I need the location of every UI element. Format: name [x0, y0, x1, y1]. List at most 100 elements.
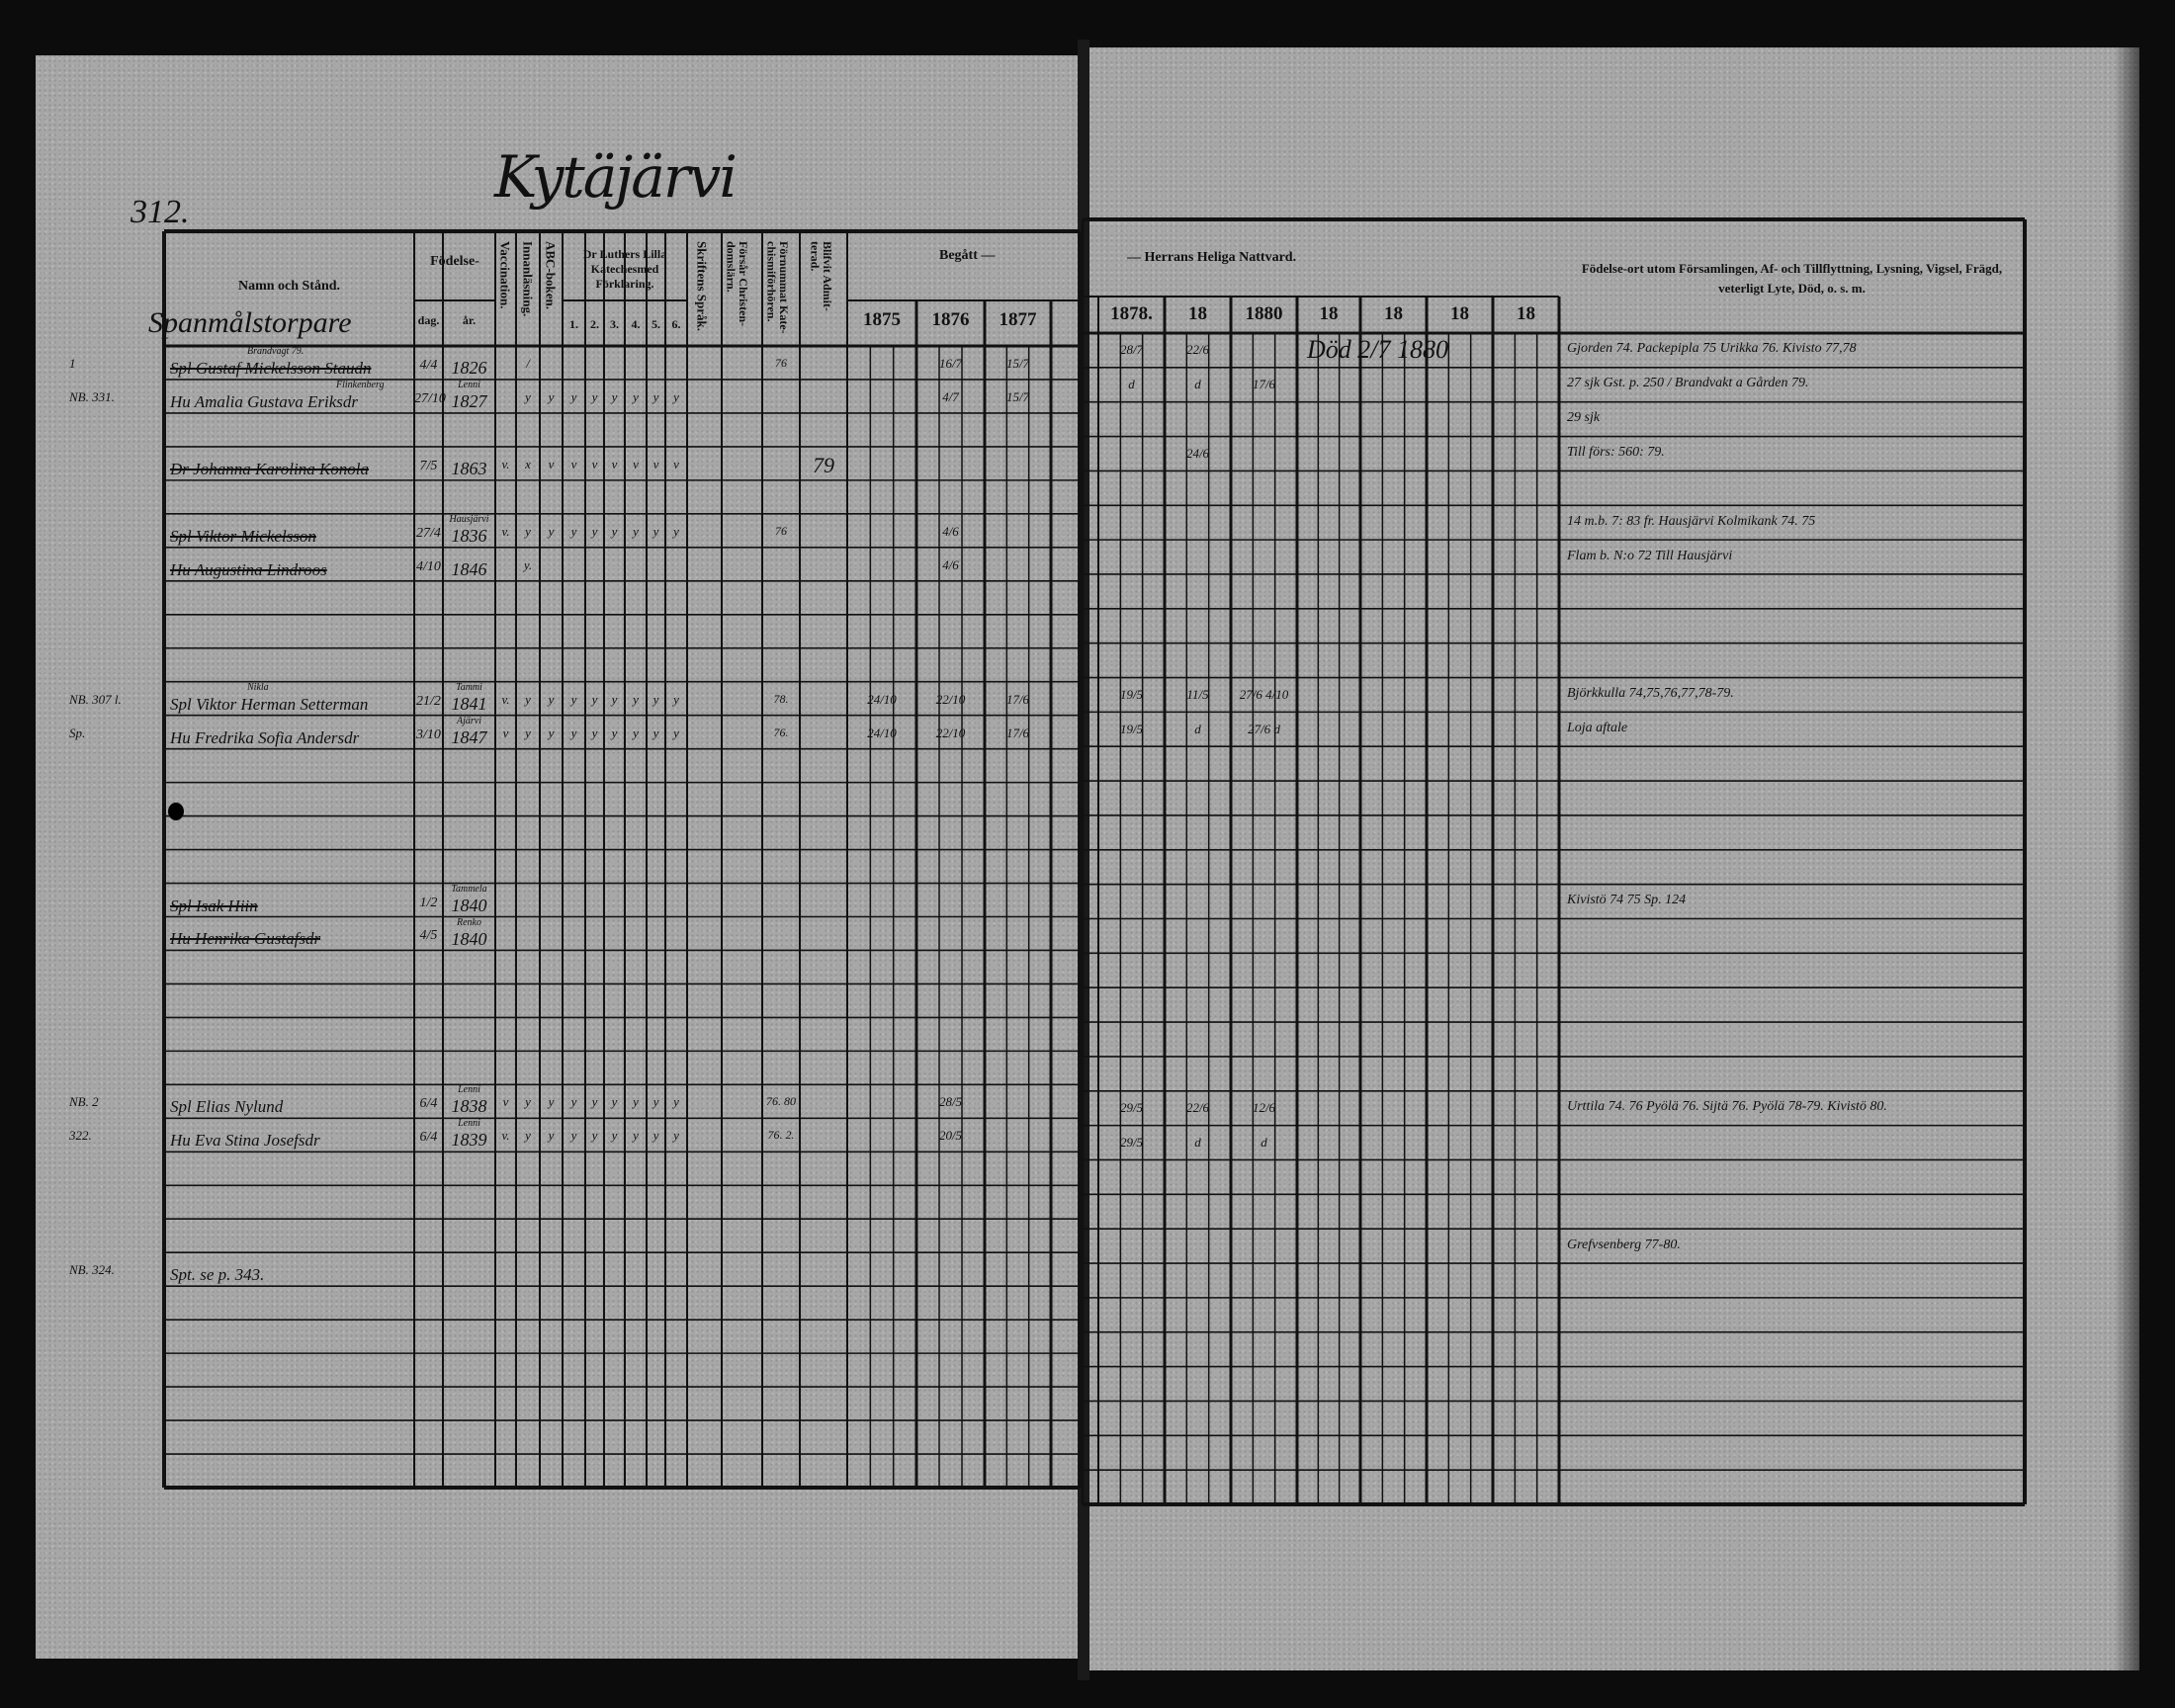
exam-mark: y [652, 388, 659, 404]
communion-date: 24/6 [1185, 445, 1210, 461]
margin-note: Sp. [69, 725, 86, 740]
col-reading-header: Innanläsning. [520, 241, 536, 317]
remark-entry: 29 sjk [1567, 410, 1601, 426]
exam-mark: y [525, 1094, 531, 1110]
communion-date: 22/10 [935, 725, 966, 740]
exam-mark: y [652, 725, 659, 740]
birth-place: Lenni [458, 1118, 480, 1130]
exam-mark: y [673, 388, 679, 404]
begatt-year-header: 1877 [999, 309, 1037, 330]
communion-date: 22/6 [1185, 342, 1210, 358]
exam-mark: y [525, 388, 531, 404]
exam-mark: v. [501, 523, 510, 539]
margin-note: NB. 2 [69, 1094, 99, 1110]
col-vaccination-header: Vaccination. [497, 241, 513, 309]
person-name: Hu Henrika Gustafsdr [170, 929, 321, 949]
communion-date: d [1261, 1135, 1267, 1151]
col-admitted-header: Blifvit Admit- terad. [808, 241, 835, 311]
col-fornummat-header: Förnummat Kate- chismiförhören. [764, 241, 792, 334]
exam-mark: y [673, 1128, 679, 1144]
person-name: Spl Isak Hiin [170, 896, 258, 915]
birth-year: 1840 [451, 928, 487, 949]
nattvard-year-header: 18 [1450, 303, 1469, 324]
exam-mark: y [611, 725, 618, 740]
birth-day: 4/4 [419, 357, 438, 373]
remark-entry: Loja aftale [1567, 720, 1628, 735]
margin-note: 322. [69, 1128, 92, 1144]
nattvard-year-header: 18 [1517, 303, 1535, 324]
birth-day: 6/4 [419, 1096, 438, 1112]
birth-day: 7/5 [419, 458, 438, 473]
col-abc-header: ABC-boken. [543, 241, 559, 309]
exam-mark: y [673, 1094, 679, 1110]
exam-mark: y [570, 388, 577, 404]
name-annotation: Flinkenberg [336, 379, 385, 390]
margin-note: 1 [69, 355, 76, 371]
exam-mark: x [525, 456, 531, 471]
luther-subcolumn-header: 4. [631, 317, 641, 331]
catechism-exam-mark: 76 [775, 355, 787, 370]
exam-mark: y [673, 523, 679, 539]
birth-day: 4/10 [416, 558, 441, 574]
communion-date: d [1194, 721, 1201, 736]
communion-date: 4/6 [942, 523, 959, 539]
communion-date: 22/6 [1185, 1100, 1210, 1116]
communion-date: 11/5 [1186, 686, 1209, 702]
birth-year: 1836 [451, 525, 487, 546]
communion-date: 15/7 [1005, 355, 1030, 371]
birth-year: 1827 [451, 390, 487, 411]
communion-date: 20/5 [938, 1128, 963, 1144]
birth-year: 1847 [451, 726, 487, 747]
begatt-header: Begått — [939, 248, 996, 263]
communion-date: 19/5 [1119, 686, 1144, 702]
exam-mark: y [591, 1128, 598, 1144]
exam-mark: v [611, 456, 618, 471]
exam-mark: y [652, 1094, 659, 1110]
col-luther-header: Dr Luthers Lilla Katechesmed Förklaring. [582, 247, 667, 291]
nattvard-year-header: 18 [1319, 303, 1339, 324]
birth-day: 27/10 [414, 390, 446, 406]
margin-note: NB. 324. [69, 1262, 115, 1278]
birth-year: 1839 [451, 1130, 487, 1151]
exam-mark: v. [501, 691, 510, 707]
exam-mark: y [611, 691, 618, 707]
exam-mark: y [548, 691, 555, 707]
page-edge-shadow [2114, 47, 2139, 1670]
communion-date: 24/10 [867, 725, 897, 740]
remark-entry: Till förs: 560: 79. [1567, 444, 1665, 460]
exam-mark: y [570, 1094, 577, 1110]
remark-entry: Gjorden 74. Packepipla 75 Urikka 76. Kiv… [1567, 341, 1857, 357]
person-name: Hu Fredrika Sofia Andersdr [170, 727, 360, 747]
exam-mark: y [591, 691, 598, 707]
remark-entry: 14 m.b. 7: 83 fr. Hausjärvi Kolmikank 74… [1567, 513, 1816, 529]
communion-date: 28/7 [1119, 342, 1144, 358]
catechism-exam-mark: 78. [773, 691, 789, 706]
nattvard-header: — Herrans Heliga Nattvard. [1127, 250, 1297, 265]
birth-year: 1846 [451, 558, 487, 579]
birth-place: Hausjärvi [449, 513, 489, 525]
exam-mark: y. [523, 556, 533, 572]
exam-mark: y [652, 691, 659, 707]
birth-day: 27/4 [416, 525, 441, 541]
birth-day: 21/2 [416, 693, 441, 709]
exam-mark: y [548, 388, 555, 404]
birth-place: Renko [457, 916, 481, 928]
birth-place: Lenni [458, 379, 480, 390]
exam-mark: y [548, 1094, 555, 1110]
exam-mark: y [525, 1128, 531, 1144]
exam-mark: y [548, 1128, 555, 1144]
exam-mark: y [570, 725, 577, 740]
birth-day: 4/5 [419, 928, 438, 944]
exam-mark: y [611, 388, 618, 404]
communion-date: d [1194, 377, 1201, 392]
communion-date: 29/5 [1119, 1100, 1144, 1116]
exam-mark: v [652, 456, 659, 471]
exam-mark: v [591, 456, 598, 471]
begatt-year-header: 1875 [863, 309, 901, 330]
birth-place: Ajärvi [457, 715, 481, 726]
catechism-exam-mark: 76. 80 [766, 1094, 796, 1109]
communion-date: 19/5 [1119, 721, 1144, 736]
col-year-header: år. [462, 313, 477, 327]
exam-mark: v [673, 456, 679, 471]
